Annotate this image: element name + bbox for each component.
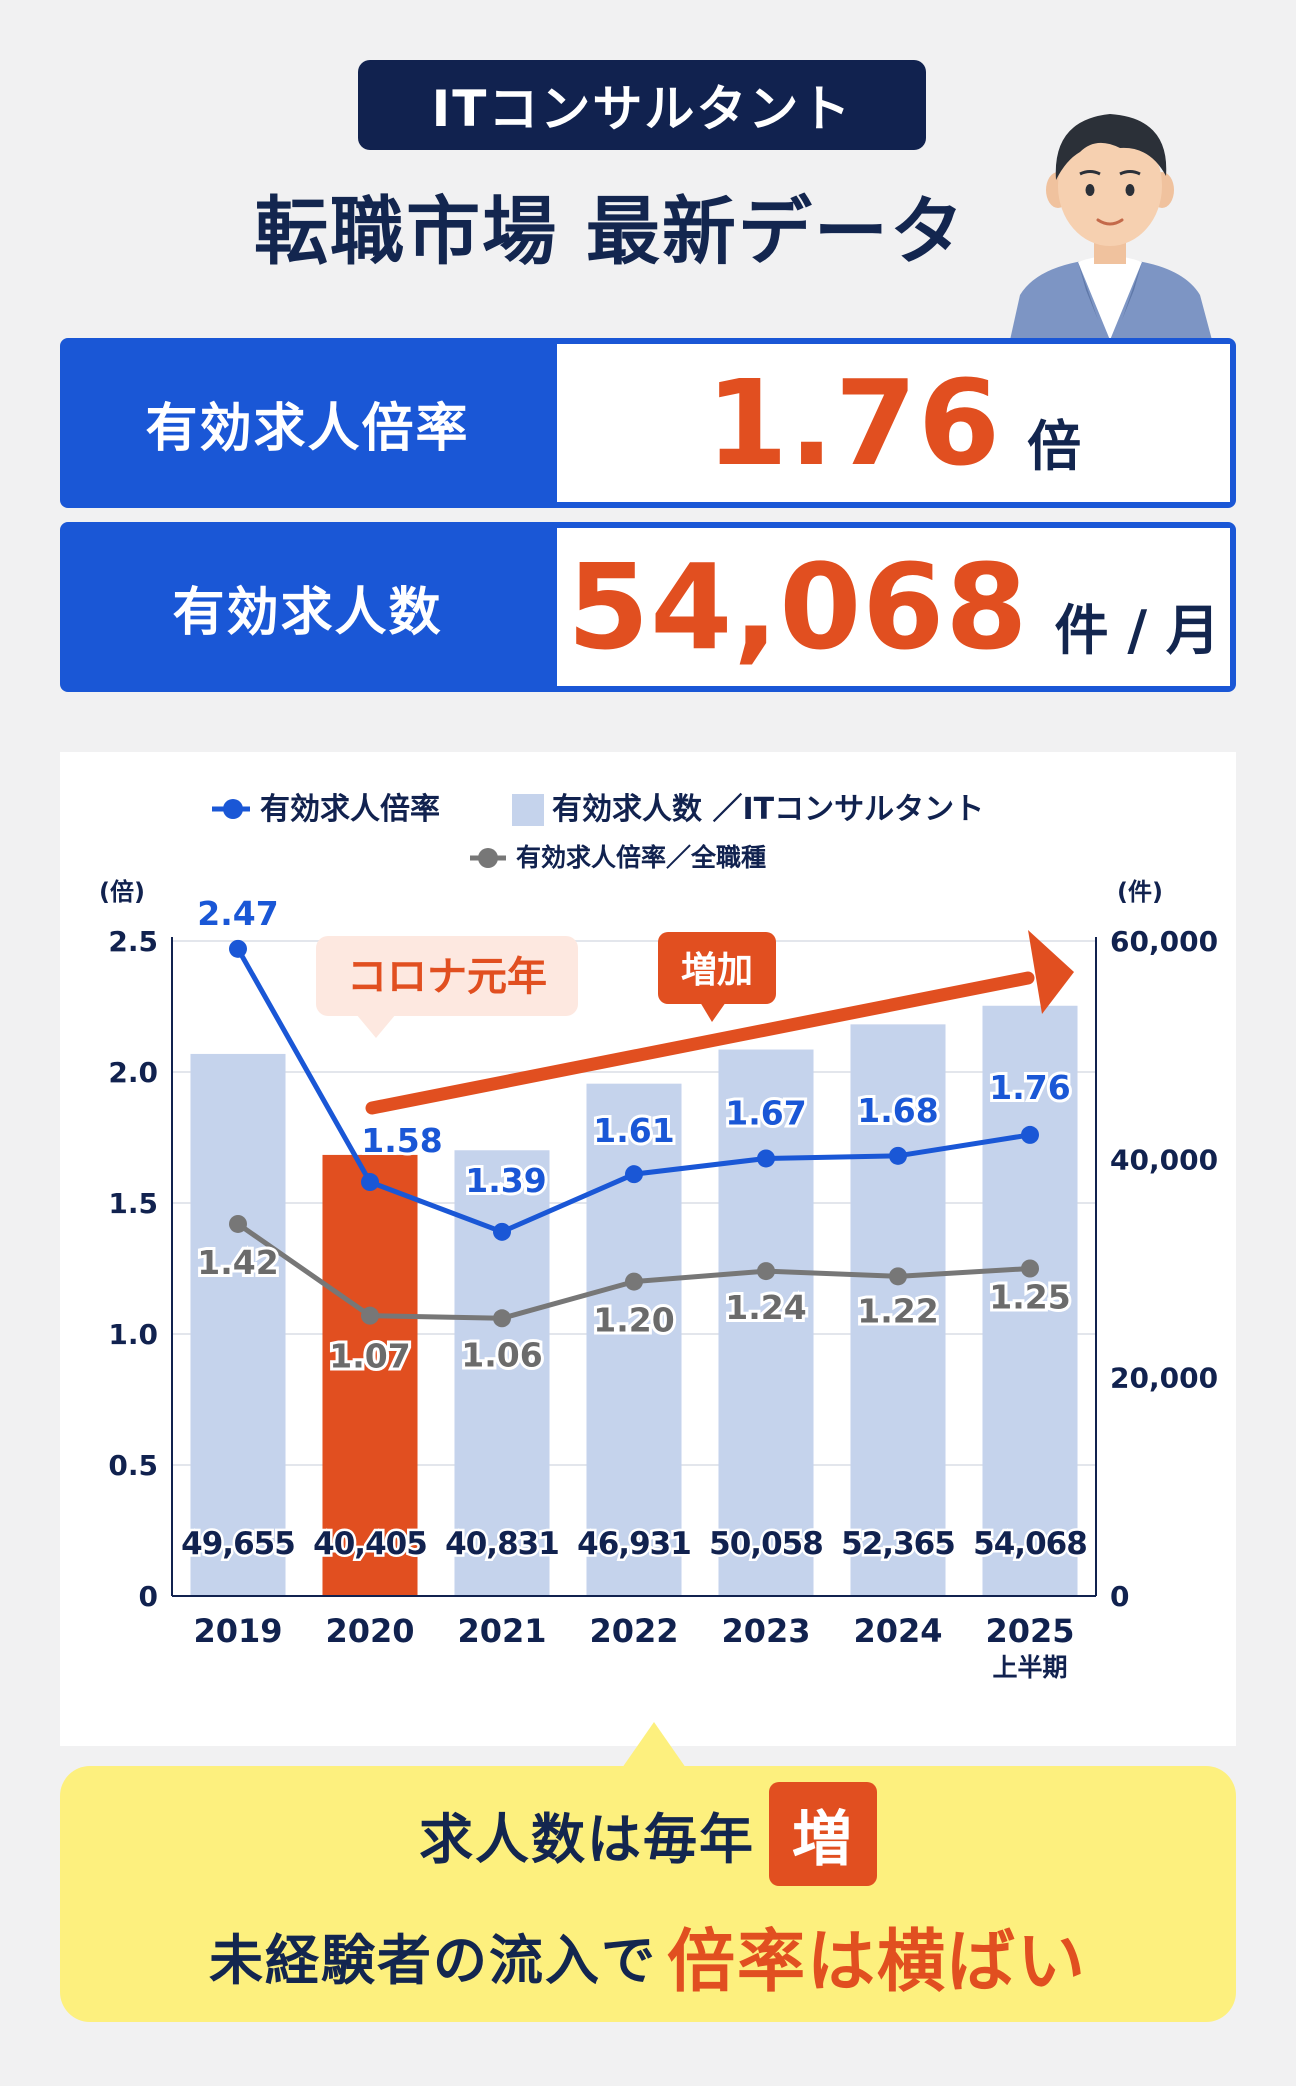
bar [718,1049,814,1596]
callout-text: 未経験者の流入で [208,1928,657,1992]
stat-box-ratio: 有効求人倍率 1.76 倍 [60,338,1236,508]
callout-highlight: 倍率は横ばい [666,1922,1087,2002]
left-tick-label: 0.5 [108,1449,158,1482]
gray-series-value-label: 1.22 [857,1291,938,1330]
left-tick-label: 2.0 [108,1056,158,1089]
increase-label: 増加 [681,950,753,991]
gray-series-value-label: 1.06 [461,1335,542,1374]
bar-value-label: 50,058 [709,1526,823,1562]
legend-bar-swatch [512,794,544,826]
blue-series-point [889,1146,907,1165]
increase-tag-tail [700,1002,726,1022]
x-tick-label: 2022 [589,1612,678,1650]
consultant-avatar [1010,114,1212,340]
bar [586,1083,682,1596]
stat-value-area: 54,068 件 / 月 [557,528,1230,686]
summary-callout [60,1766,1236,2022]
bar [322,1154,418,1596]
legend-gray-marker [478,848,498,868]
stat-value: 54,068 [567,538,1029,676]
x-tick-label: 2020 [325,1612,414,1650]
blue-series-value-label: 1.61 [593,1111,674,1150]
gray-series-value-label: 1.07 [329,1337,410,1376]
x-tick-label: 2023 [721,1612,810,1650]
gray-series-value-label: 1.42 [197,1243,278,1282]
corona-label: コロナ元年 [347,954,547,1000]
right-tick-label: 40,000 [1110,1143,1218,1176]
right-axis-unit: (件) [1117,878,1163,906]
legend-count-it: 有効求人数 ／ITコンサルタント [552,792,984,827]
bar-value-label: 52,365 [841,1526,955,1562]
right-tick-label: 0 [1110,1580,1129,1613]
legend-blue-marker [223,799,243,819]
blue-series-point [1021,1125,1039,1144]
blue-series-point [493,1222,511,1241]
left-tick-label: 1.5 [108,1187,158,1220]
legend-ratio-all: 有効求人倍率／全職種 [516,843,766,872]
bar-value-label: 40,831 [445,1526,559,1562]
stat-box-count: 有効求人数 54,068 件 / 月 [60,522,1236,692]
blue-series-value-label: 1.58 [361,1121,442,1160]
stat-label: 有効求人倍率 [145,398,470,459]
gray-series-point [493,1309,511,1328]
x-tick-label: 2025 [985,1612,1074,1650]
callout-tail [622,1722,686,1768]
left-axis-unit: (倍) [99,878,145,906]
gray-series-point [889,1267,907,1286]
gray-series-value-label: 1.20 [593,1301,674,1340]
left-tick-label: 2.5 [108,925,158,958]
x-tick-label: 2021 [457,1612,546,1650]
callout-text: 求人数は毎年 [419,1807,755,1871]
stat-unit: 倍 [1027,414,1082,478]
right-tick-label: 60,000 [1110,925,1218,958]
page-title: 転職市場 最新データ [254,188,966,275]
blue-series-value-label: 1.68 [857,1091,938,1130]
gray-series-value-label: 1.24 [725,1288,806,1327]
increase-arrow-head [1028,930,1074,1014]
callout-line-1: 求人数は毎年 増 [0,1782,1296,1886]
callout-line-2: 未経験者の流入で 倍率は横ばい [0,1900,1296,2010]
left-tick-label: 0 [139,1580,158,1613]
gray-series-point [625,1272,643,1291]
gray-series-point [229,1214,247,1233]
blue-series-point [757,1149,775,1168]
stat-value: 1.76 [705,354,1002,492]
gray-series-value-label: 1.25 [989,1278,1070,1317]
x-tick-label: 2019 [193,1612,282,1650]
bar-value-label: 46,931 [577,1526,691,1562]
blue-series-point [625,1165,643,1184]
stat-value-area: 1.76 倍 [557,344,1230,502]
blue-series-value-label: 1.39 [465,1161,546,1200]
x-tick-sublabel: 上半期 [992,1653,1067,1682]
corona-callout-tail [356,1014,396,1038]
right-tick-label: 20,000 [1110,1362,1218,1395]
stat-unit: 件 / 月 [1054,598,1220,662]
bar-value-label: 54,068 [973,1526,1087,1562]
corona-callout-bg [316,936,578,1016]
bar-value-label: 40,405 [313,1526,427,1562]
increase-tag [658,932,776,1004]
blue-series-point [361,1173,379,1192]
bar-value-label: 49,655 [181,1526,295,1562]
gray-series-point [361,1306,379,1325]
left-tick-label: 1.0 [108,1318,158,1351]
increase-badge: 増 [769,1782,877,1886]
stat-label: 有効求人数 [172,582,443,643]
blue-series-value-label: 1.76 [989,1068,1070,1107]
increase-arrow-line [365,971,1035,1115]
blue-series-value-label: 1.67 [725,1093,806,1132]
bar [190,1053,286,1596]
category-pill: ITコンサルタント [358,60,926,150]
bar [850,1024,946,1596]
chart-svg: 0 0.5 1.0 1.5 2.0 2.5 0 20,000 40,000 60,000 (倍) (件… [99,792,1218,1682]
legend-ratio-it: 有効求人倍率 [260,792,440,827]
bar [982,1005,1078,1596]
chart-panel: 0 0.5 1.0 1.5 2.0 2.5 0 20,000 40,000 60,000 (倍) (件… [60,752,1236,1746]
blue-series-point [229,939,247,958]
blue-series-value-label: 2.47 [197,894,278,933]
gray-series-point [1021,1259,1039,1278]
gray-series-point [757,1262,775,1281]
x-tick-label: 2024 [853,1612,942,1650]
